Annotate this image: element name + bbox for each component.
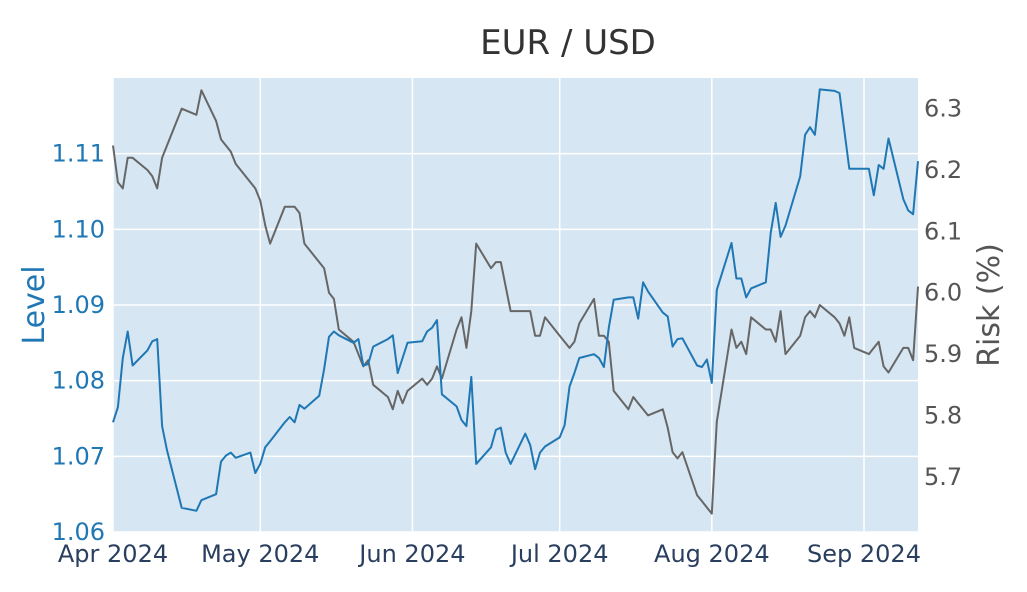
y-left-tick-label: 1.07 [52, 442, 105, 470]
y-axis-left-label: Level [17, 265, 52, 344]
series-layer [112, 88, 919, 515]
y-left-tick-label: 1.08 [52, 367, 105, 395]
y-right-tick-label: 6.1 [924, 217, 962, 245]
x-tick-label: Jun 2024 [357, 540, 465, 568]
y-left-tick-label: 1.06 [52, 518, 105, 546]
y-left-tick-label: 1.10 [52, 215, 105, 243]
y-axis-left-ticks: 1.06 1.07 1.08 1.09 1.10 1.11 [52, 140, 105, 546]
series-line-level [112, 88, 919, 512]
y-axis-right-label: Risk (%) [972, 243, 1007, 367]
x-tick-label: Aug 2024 [654, 540, 770, 568]
y-right-tick-label: 6.2 [924, 156, 962, 184]
chart-title: EUR / USD [480, 23, 656, 63]
x-tick-label: Jul 2024 [509, 540, 609, 568]
series-line-risk [112, 89, 919, 515]
x-tick-label: Apr 2024 [58, 540, 168, 568]
y-right-tick-label: 5.8 [924, 401, 962, 429]
y-right-tick-label: 6.0 [924, 279, 962, 307]
y-left-tick-label: 1.11 [52, 140, 105, 168]
x-axis-ticks: Apr 2024 May 2024 Jun 2024 Jul 2024 Aug 2024… [58, 540, 921, 568]
x-tick-label: May 2024 [201, 540, 319, 568]
y-right-tick-label: 5.7 [924, 463, 962, 491]
y-right-tick-label: 6.3 [924, 95, 962, 123]
x-tick-label: Sep 2024 [807, 540, 921, 568]
y-right-tick-label: 5.9 [924, 340, 962, 368]
y-axis-right-ticks: 5.7 5.8 5.9 6.0 6.1 6.2 6.3 [924, 95, 962, 491]
y-left-tick-label: 1.09 [52, 291, 105, 319]
